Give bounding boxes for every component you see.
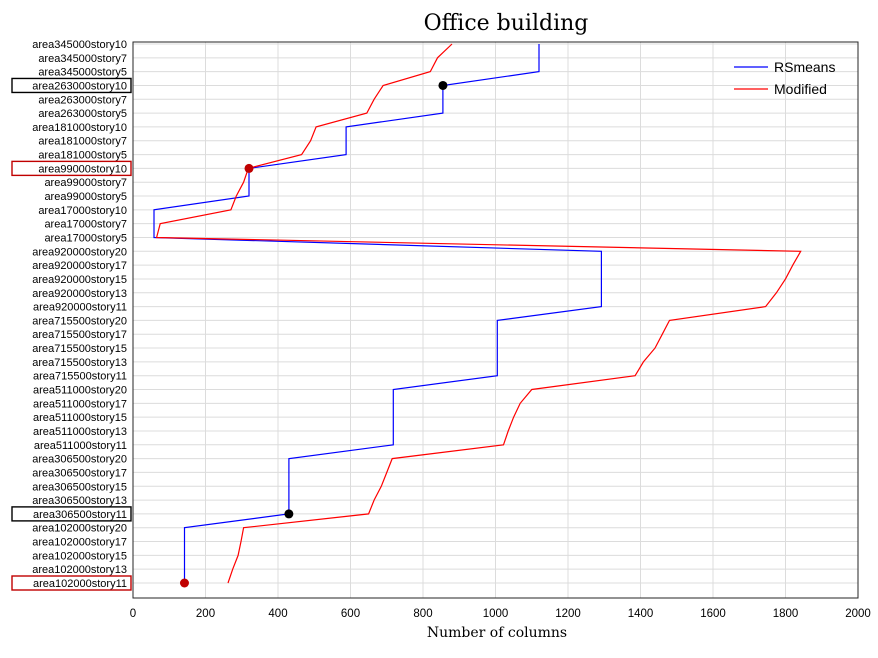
y-tick-label: area345000story5 bbox=[38, 67, 127, 79]
y-tick-label: area263000story5 bbox=[38, 108, 127, 120]
y-tick-label: area306500story20 bbox=[32, 454, 127, 466]
highlight-point bbox=[244, 163, 254, 173]
y-tick-label: area920000story17 bbox=[32, 260, 127, 272]
y-tick-label: area102000story11 bbox=[33, 578, 127, 590]
y-tick-label: area263000story10 bbox=[32, 80, 127, 92]
x-tick-label: 600 bbox=[341, 608, 360, 620]
y-tick-label: area99000story7 bbox=[44, 177, 127, 189]
y-tick-label: area102000story13 bbox=[32, 564, 127, 576]
y-tick-label: area17000story10 bbox=[38, 205, 127, 217]
legend: RSmeans Modified bbox=[734, 59, 835, 97]
y-tick-label: area181000story5 bbox=[38, 150, 127, 162]
y-label-box bbox=[11, 77, 132, 94]
x-tick-labels: 0 200 400 600 800 1000 1200 1400 1600 1800 2000 bbox=[130, 608, 871, 620]
x-tick-label: 1400 bbox=[628, 608, 654, 620]
y-tick-label: area715500story11 bbox=[33, 371, 127, 383]
y-tick-label: area511000story15 bbox=[33, 412, 127, 424]
x-tick-label: 1200 bbox=[555, 608, 581, 620]
series-line-modified bbox=[155, 43, 802, 584]
highlight-points bbox=[179, 80, 448, 588]
x-tick-label: 2000 bbox=[845, 608, 871, 620]
legend-label: RSmeans bbox=[774, 59, 835, 75]
x-tick-label: 800 bbox=[413, 608, 432, 620]
y-tick-label: area17000story5 bbox=[44, 232, 127, 244]
y-tick-label: area263000story7 bbox=[38, 94, 127, 106]
y-tick-label: area306500story17 bbox=[32, 467, 127, 479]
y-tick-label: area715500story20 bbox=[32, 315, 127, 327]
y-tick-label: area920000story20 bbox=[32, 246, 127, 258]
y-tick-label: area345000story7 bbox=[38, 53, 127, 65]
highlight-point bbox=[438, 80, 448, 90]
y-tick-label: area920000story13 bbox=[32, 288, 127, 300]
y-tick-label: area306500story13 bbox=[32, 495, 127, 507]
y-tick-label: area920000story11 bbox=[33, 302, 127, 314]
y-label-box bbox=[11, 506, 132, 522]
grid-lines bbox=[132, 42, 859, 598]
y-tick-label: area920000story15 bbox=[32, 274, 127, 286]
y-tick-label: area17000story7 bbox=[44, 219, 127, 231]
x-tick-label: 1600 bbox=[700, 608, 726, 620]
y-tick-label: area715500story13 bbox=[32, 357, 127, 369]
x-axis-label: Number of columns bbox=[427, 625, 567, 641]
y-tick-label: area181000story7 bbox=[38, 136, 127, 148]
legend-label: Modified bbox=[774, 81, 827, 97]
y-tick-label: area511000story11 bbox=[34, 440, 127, 452]
x-tick-label: 0 bbox=[130, 608, 136, 620]
highlight-point bbox=[179, 578, 189, 588]
y-tick-label: area715500story15 bbox=[32, 343, 127, 355]
y-tick-label: area102000story15 bbox=[32, 550, 127, 562]
highlight-point bbox=[284, 509, 294, 519]
y-tick-label: area715500story17 bbox=[32, 329, 127, 341]
series-lines bbox=[153, 43, 802, 584]
y-tick-label: area306500story11 bbox=[33, 509, 127, 521]
y-tick-label: area181000story10 bbox=[32, 122, 127, 134]
chart-title: Office building bbox=[424, 11, 589, 36]
y-label-box bbox=[11, 160, 132, 177]
y-tick-label: area511000story17 bbox=[33, 398, 127, 410]
y-tick-label: area99000story5 bbox=[44, 191, 127, 203]
y-tick-label: area306500story15 bbox=[32, 481, 127, 493]
x-tick-label: 400 bbox=[268, 608, 287, 620]
y-tick-label: area99000story10 bbox=[38, 163, 127, 175]
x-tick-label: 1800 bbox=[773, 608, 799, 620]
y-tick-label: area511000story20 bbox=[33, 385, 127, 397]
plot-frame bbox=[132, 41, 859, 599]
y-tick-labels: area102000story11 area102000story13 area10… bbox=[11, 39, 132, 591]
series-line-rsmeans bbox=[153, 44, 603, 583]
y-tick-label: area102000story20 bbox=[32, 523, 127, 535]
y-tick-label: area102000story17 bbox=[32, 537, 127, 549]
y-tick-label: area511000story13 bbox=[33, 426, 127, 438]
x-tick-label: 1000 bbox=[483, 608, 509, 620]
y-tick-label: area345000story10 bbox=[32, 39, 127, 51]
y-label-box bbox=[11, 575, 132, 591]
x-tick-label: 200 bbox=[196, 608, 215, 620]
